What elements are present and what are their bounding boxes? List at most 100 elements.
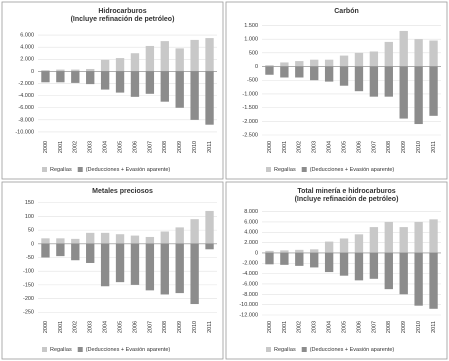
y-tick-label: 100 [25, 214, 34, 220]
y-tick-label: 4.000 [20, 45, 34, 51]
chart-title: Hidrocarburos [98, 8, 146, 15]
y-tick-label: -6.000 [242, 281, 258, 287]
legend-swatch [266, 347, 271, 352]
chart-title: Metales preciosos [92, 188, 153, 195]
x-tick-label: 2009 [177, 321, 183, 333]
x-tick-label: 2001 [58, 141, 64, 153]
x-tick-label: 2000 [43, 141, 49, 153]
bar [115, 234, 125, 244]
bar [414, 66, 423, 125]
bar [280, 66, 289, 78]
bar [384, 66, 393, 97]
bar [56, 69, 65, 72]
x-tick-label: 2007 [147, 321, 153, 333]
x-tick-label: 2004 [327, 321, 333, 333]
bar [414, 252, 423, 306]
y-tick-label: -10.000 [15, 129, 34, 135]
x-tick-label: 2002 [297, 141, 303, 153]
y-tick-label: -200 [23, 296, 34, 302]
bar [280, 62, 289, 67]
x-tick-label: 2003 [312, 321, 318, 333]
bar [324, 59, 334, 67]
y-tick-label: -100 [23, 269, 34, 275]
bar [71, 69, 80, 72]
bar [354, 252, 364, 281]
bar [175, 227, 184, 244]
bar [115, 243, 125, 283]
y-tick-label: -150 [23, 282, 34, 288]
bar [115, 71, 125, 93]
panel [225, 1, 448, 180]
bar [265, 66, 274, 75]
bar [339, 55, 349, 67]
bar [295, 249, 304, 253]
bar [160, 71, 169, 102]
bar [354, 66, 364, 92]
x-tick-label: 2006 [132, 141, 138, 153]
y-tick-label: 1.000 [244, 37, 258, 43]
x-tick-label: 2006 [356, 141, 362, 153]
bar [71, 238, 80, 244]
x-tick-label: 2001 [282, 321, 288, 333]
bar [145, 45, 155, 72]
legend-swatch [301, 167, 307, 172]
bar [429, 66, 438, 116]
y-tick-label: 500 [249, 50, 258, 56]
bar [100, 232, 110, 244]
bar [265, 250, 274, 253]
bar [190, 39, 199, 72]
bar [175, 48, 184, 72]
x-tick-label: 2005 [341, 321, 347, 333]
x-tick-label: 2011 [207, 141, 213, 153]
bar [429, 219, 438, 253]
x-tick-label: 2002 [297, 321, 303, 333]
bar [71, 71, 80, 83]
x-tick-label: 2004 [103, 141, 109, 153]
bar [86, 71, 95, 85]
bar [175, 243, 184, 294]
legend-label: Regalías [50, 167, 72, 173]
y-tick-label: 6.000 [244, 219, 258, 225]
bar [295, 252, 304, 266]
chart-title: Total minería e hidrocarburos [297, 188, 395, 195]
bar [41, 71, 50, 83]
bar [205, 38, 214, 72]
y-tick-label: 1.500 [244, 23, 258, 29]
bar [175, 71, 184, 108]
y-tick-label: -50 [26, 255, 34, 261]
x-tick-label: 2010 [192, 321, 198, 333]
x-tick-label: 2004 [103, 321, 109, 333]
x-tick-label: 2006 [356, 321, 362, 333]
bar [295, 66, 304, 78]
bar [339, 66, 349, 86]
bar [310, 252, 319, 268]
y-tick-label: -6.000 [18, 105, 34, 111]
bar [160, 231, 169, 244]
bar [100, 243, 110, 287]
x-tick-label: 2008 [386, 321, 392, 333]
y-tick-label: 8.000 [244, 209, 258, 215]
bar [265, 65, 274, 67]
panel [1, 1, 224, 180]
chart-subtitle: (Incluye refinación de petróleo) [71, 16, 175, 23]
y-tick-label: 0 [31, 241, 34, 247]
bar [130, 243, 140, 285]
y-tick-label: -2.000 [18, 81, 34, 87]
y-tick-label: 0 [255, 250, 258, 256]
bar [354, 52, 364, 67]
y-tick-label: -10.000 [239, 302, 258, 308]
chart-subtitle: (Incluye refinación de petróleo) [295, 196, 399, 203]
bar [384, 41, 393, 67]
bar [130, 235, 140, 244]
bar [145, 71, 155, 94]
bar [205, 71, 214, 125]
x-tick-label: 2002 [73, 141, 79, 153]
y-tick-label: 6.000 [20, 33, 34, 39]
y-tick-label: 2.000 [20, 57, 34, 63]
legend-swatch [266, 167, 271, 172]
bar [399, 66, 408, 119]
x-tick-label: 2001 [282, 141, 288, 153]
x-tick-label: 2004 [327, 141, 333, 153]
bar [145, 243, 155, 291]
panel [1, 181, 224, 360]
